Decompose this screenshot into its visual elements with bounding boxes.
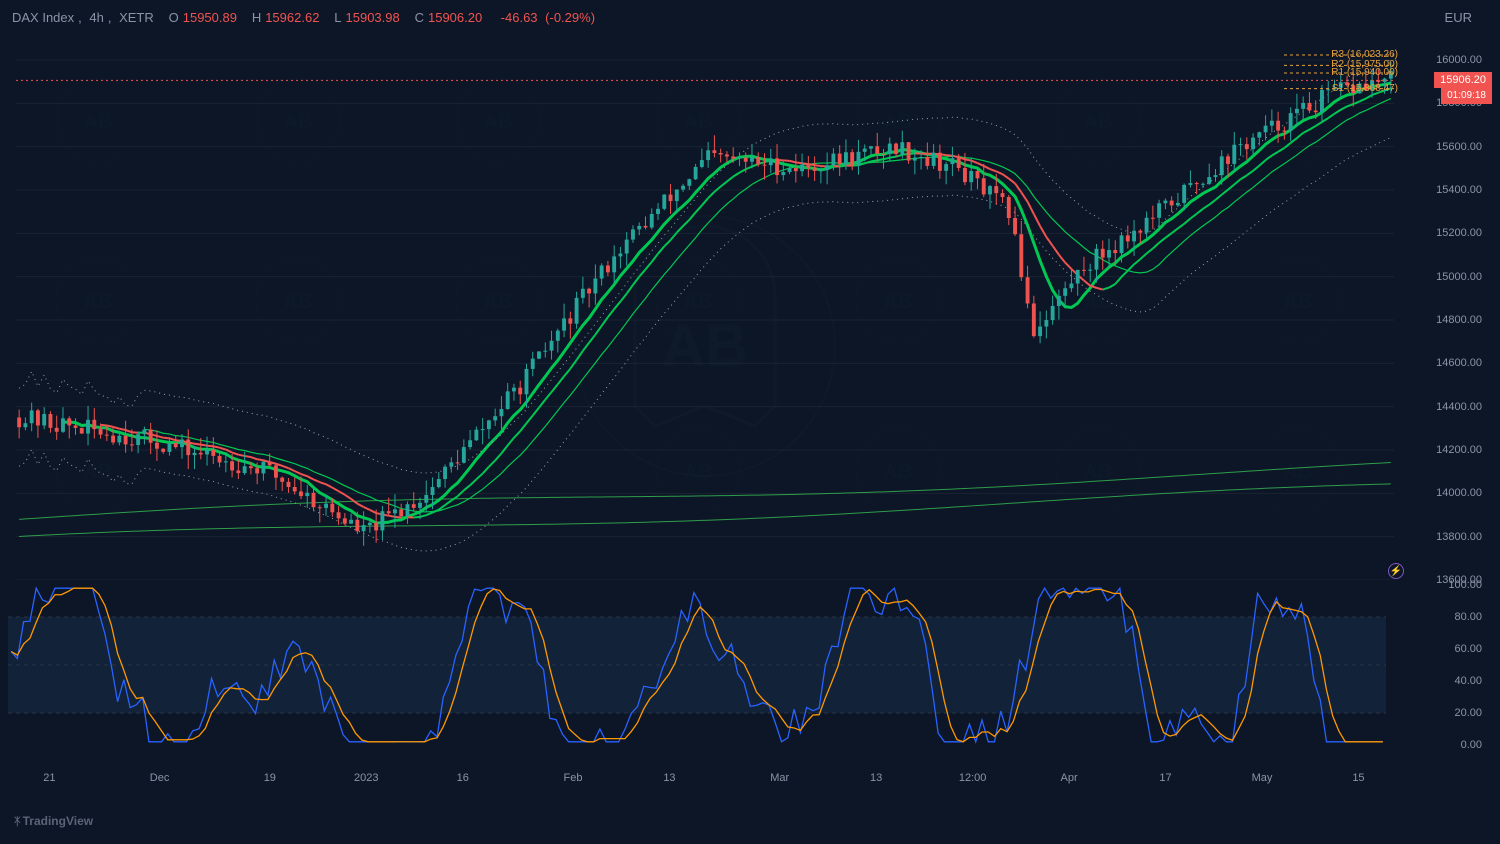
xaxis-tick: 13 xyxy=(663,772,675,784)
osc-yaxis-tick: 40.00 xyxy=(1454,675,1482,687)
currency-label: EUR xyxy=(1445,10,1472,25)
svg-text:AB: AB xyxy=(884,461,913,483)
countdown-value: 01:09:18 xyxy=(1447,89,1486,103)
xaxis-tick: 2023 xyxy=(354,772,378,784)
osc-yaxis-tick: 60.00 xyxy=(1454,643,1482,655)
svg-text:AB: AB xyxy=(284,111,313,133)
svg-text:AB: AB xyxy=(284,291,313,313)
svg-text:AB: AB xyxy=(662,312,749,379)
xaxis-tick: Mar xyxy=(770,772,789,784)
xaxis-tick: Feb xyxy=(563,772,582,784)
yaxis-tick: 15200.00 xyxy=(1436,227,1482,239)
xaxis-tick: Apr xyxy=(1060,772,1077,784)
pivot-label: S1 (15,868.47) xyxy=(1332,84,1398,94)
svg-text:AB: AB xyxy=(1284,461,1313,483)
osc-yaxis-tick: 20.00 xyxy=(1454,707,1482,719)
xaxis-tick: Dec xyxy=(150,772,170,784)
svg-text:AB: AB xyxy=(484,111,513,133)
osc-yaxis-tick: 80.00 xyxy=(1454,611,1482,623)
yaxis-tick: 15600.00 xyxy=(1436,141,1482,153)
osc-yaxis-tick: 0.00 xyxy=(1461,739,1482,751)
svg-text:AB: AB xyxy=(484,291,513,313)
xaxis-tick: 12:00 xyxy=(959,772,987,784)
svg-text:AB: AB xyxy=(1084,111,1113,133)
yaxis-tick: 14000.00 xyxy=(1436,487,1482,499)
xaxis-tick: May xyxy=(1252,772,1273,784)
svg-text:AB: AB xyxy=(684,111,713,133)
svg-text:AB: AB xyxy=(884,291,913,313)
attribution: ᛡTradingView xyxy=(14,814,93,828)
tradingview-icon: ᛡ xyxy=(14,816,21,828)
yaxis-tick: 16000.00 xyxy=(1436,54,1482,66)
svg-text:AB: AB xyxy=(84,291,113,313)
oscillator-chart[interactable] xyxy=(8,585,1394,745)
current-price-tag: 15906.20 xyxy=(1434,72,1492,88)
yaxis-tick: 14600.00 xyxy=(1436,357,1482,369)
svg-text:AB: AB xyxy=(84,111,113,133)
svg-text:AB: AB xyxy=(484,461,513,483)
svg-text:AB: AB xyxy=(84,461,113,483)
xaxis-tick: 15 xyxy=(1352,772,1364,784)
yaxis-tick: 14800.00 xyxy=(1436,314,1482,326)
xaxis-tick: 21 xyxy=(43,772,55,784)
pivot-label: R1 (15,940.00) xyxy=(1331,68,1398,78)
svg-text:AB: AB xyxy=(684,291,713,313)
price-tag-value: 15906.20 xyxy=(1440,73,1486,87)
svg-text:AB: AB xyxy=(1084,291,1113,313)
xaxis-tick: 13 xyxy=(870,772,882,784)
countdown-tag: 01:09:18 xyxy=(1441,88,1492,104)
yaxis-tick: 15000.00 xyxy=(1436,271,1482,283)
price-chart[interactable]: AB AB AB AB AB AB xyxy=(8,0,1394,580)
yaxis-tick: 14400.00 xyxy=(1436,401,1482,413)
auto-icon[interactable]: ⚡ xyxy=(1388,563,1404,579)
yaxis-tick: 15400.00 xyxy=(1436,184,1482,196)
svg-text:AB: AB xyxy=(684,461,713,483)
svg-text:AB: AB xyxy=(1284,291,1313,313)
yaxis-tick: 13800.00 xyxy=(1436,531,1482,543)
xaxis-tick: 17 xyxy=(1159,772,1171,784)
xaxis-tick: 16 xyxy=(457,772,469,784)
yaxis-tick: 14200.00 xyxy=(1436,444,1482,456)
osc-yaxis-tick: 100.00 xyxy=(1448,579,1482,591)
svg-text:AB: AB xyxy=(1084,461,1113,483)
xaxis-tick: 19 xyxy=(264,772,276,784)
